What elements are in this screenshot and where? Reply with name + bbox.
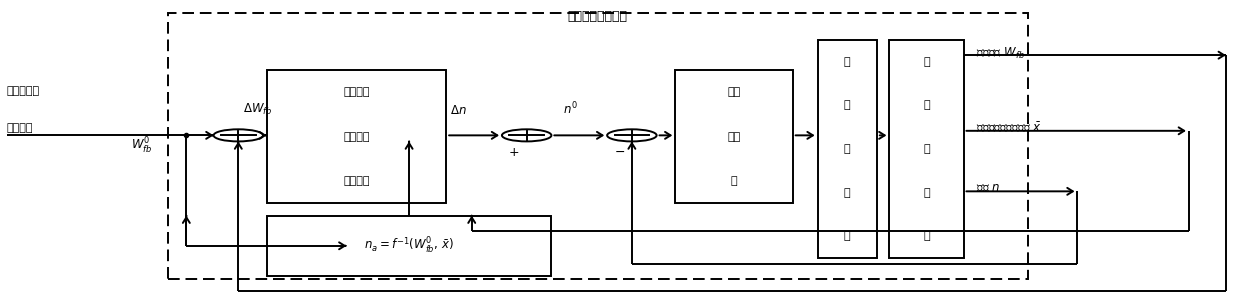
- Bar: [266, 216, 551, 276]
- Text: 令调节器: 令调节器: [343, 176, 369, 186]
- Text: 发动机燃油: 发动机燃油: [7, 86, 40, 96]
- Text: 变: 变: [844, 144, 850, 154]
- Text: 功: 功: [844, 57, 850, 67]
- Bar: [890, 40, 964, 258]
- Text: 器: 器: [731, 176, 737, 186]
- Text: 电动燃油: 电动燃油: [343, 88, 369, 98]
- Text: 转速 $n$: 转速 $n$: [976, 182, 1000, 195]
- Text: 泵: 泵: [923, 231, 929, 241]
- Text: +: +: [509, 146, 519, 158]
- Text: 需求指令: 需求指令: [7, 123, 33, 133]
- Text: $n_a = f^{-1}(W^0_{fb},\,\bar{x})$: $n_a = f^{-1}(W^0_{fb},\,\bar{x})$: [364, 236, 455, 256]
- Text: 转速: 转速: [727, 88, 741, 98]
- Text: $\Delta W_{fb}$: $\Delta W_{fb}$: [243, 102, 273, 117]
- Text: 换: 换: [844, 188, 850, 198]
- Text: $\Delta n$: $\Delta n$: [450, 104, 467, 117]
- Text: $n^0$: $n^0$: [563, 101, 577, 117]
- Text: 燃油流量 $W_{fb}$: 燃油流量 $W_{fb}$: [976, 46, 1025, 61]
- Text: $W^0_{fb}$: $W^0_{fb}$: [130, 136, 152, 156]
- Text: 泵转速指: 泵转速指: [343, 132, 369, 142]
- Text: 控制: 控制: [727, 132, 741, 142]
- Text: 电: 电: [923, 57, 929, 67]
- Bar: [167, 13, 1028, 279]
- Text: 油: 油: [923, 188, 929, 198]
- Text: 电动燃油泵控制器: 电动燃油泵控制器: [567, 10, 627, 23]
- Bar: [266, 70, 446, 203]
- Bar: [675, 70, 793, 203]
- Text: 温度、压力、压差等 $\bar{x}$: 温度、压力、压差等 $\bar{x}$: [976, 121, 1042, 135]
- Text: 器: 器: [844, 231, 850, 241]
- Bar: [818, 40, 877, 258]
- Text: 动: 动: [923, 100, 929, 110]
- Text: 率: 率: [844, 100, 850, 110]
- Text: −: −: [615, 146, 624, 158]
- Text: 燃: 燃: [923, 144, 929, 154]
